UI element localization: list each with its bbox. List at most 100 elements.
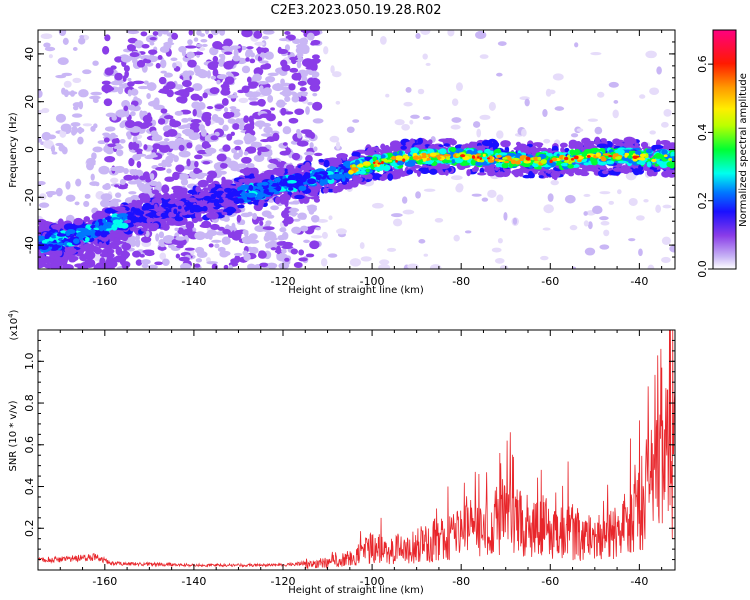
spectrogram-cell xyxy=(438,171,446,176)
spectrogram-cell xyxy=(139,195,151,204)
spectrogram-cell xyxy=(429,168,438,175)
spectrogram-cell xyxy=(285,164,295,171)
colorbar-tick-label: 0.6 xyxy=(696,55,709,73)
spectrogram-cell xyxy=(612,153,618,158)
spectrogram-cell xyxy=(628,197,638,206)
spectrogram-cell xyxy=(335,141,341,150)
spectrogram-cell xyxy=(160,212,170,219)
snr-frame xyxy=(37,329,676,571)
spectrogram-cell xyxy=(613,100,619,104)
colorbar-gradient xyxy=(712,29,737,270)
spectrogram-cell xyxy=(199,223,212,229)
spectrogram-cell xyxy=(143,144,148,151)
spectrogram-cell xyxy=(277,120,283,127)
spectrogram-cell xyxy=(100,261,113,269)
spectrogram-cell xyxy=(71,128,77,136)
spectrogram-cell xyxy=(195,246,205,254)
spectrogram-cell xyxy=(260,64,271,70)
spectrogram-cell xyxy=(246,163,255,169)
spectrogram-cell xyxy=(160,70,167,74)
spectrogram-cell xyxy=(143,80,149,85)
spectrogram-cell xyxy=(60,123,72,132)
spectrogram-cell xyxy=(77,136,84,145)
spectrogram-cell xyxy=(425,62,431,66)
spectrogram-cell xyxy=(542,227,551,231)
spectrogram-cell xyxy=(229,106,237,110)
spectrogram-cell xyxy=(310,235,323,239)
spectrogram-cell xyxy=(104,207,115,214)
spectrogram-cell xyxy=(129,126,142,133)
spectrogram-cell xyxy=(92,146,103,153)
spectrogram-cell xyxy=(587,221,593,230)
spectrogram-cell xyxy=(154,261,163,266)
spectrogram-cell xyxy=(645,148,653,154)
spectrogram-cell xyxy=(280,107,287,116)
spectrogram-cell xyxy=(124,119,136,128)
spectrogram-cell xyxy=(181,208,186,214)
spectrogram-cell xyxy=(387,173,394,181)
spectrogram-cell xyxy=(206,261,218,265)
spectrogram-cell xyxy=(554,106,565,111)
spectrogram-cell xyxy=(661,149,668,155)
spectrogram-cell xyxy=(102,223,108,231)
snr-x-tick-label: -160 xyxy=(92,575,117,588)
spectrogram-cell xyxy=(455,82,463,91)
spectrogram-cell xyxy=(335,100,341,105)
spectrogram-cell xyxy=(158,76,167,85)
spectrogram-cell xyxy=(482,153,486,157)
spectrogram-cell xyxy=(628,238,636,242)
spectrogram-cell xyxy=(288,207,300,213)
spectrogram-cell xyxy=(466,169,471,177)
spectrogram-cell xyxy=(595,152,602,157)
spectrogram-cell xyxy=(486,157,491,160)
spectrogram-cell xyxy=(574,140,583,149)
spectrogram-cell xyxy=(56,233,67,237)
spectrogram-cell xyxy=(639,94,646,99)
spectrogram-cell xyxy=(155,166,166,171)
spectrogram-cell xyxy=(203,195,212,201)
spectrogram-cell xyxy=(199,33,206,37)
spectrogram-cell xyxy=(321,231,328,239)
spectrogram-cell xyxy=(443,153,451,157)
spectrogram-cell xyxy=(372,202,384,209)
spectrogram-cell xyxy=(268,158,279,164)
spectrogram-cell xyxy=(282,142,288,146)
colorbar-tick-label: 0.0 xyxy=(696,260,709,278)
spectrogram-cell xyxy=(567,164,574,169)
spectrogram-cell xyxy=(365,168,370,173)
spectrogram-cell xyxy=(547,161,557,166)
spectrogram-cell xyxy=(217,198,224,204)
spectrogram-cell xyxy=(123,105,129,112)
spectrogram-cell xyxy=(242,250,248,256)
snr-panel: -160 -140 -120 -100 -80 -60 -40 0.20.40.60.81.… xyxy=(7,309,676,596)
spectrogram-cell xyxy=(651,158,657,163)
spectrogram-cell xyxy=(157,30,163,37)
spectrogram-cell xyxy=(263,234,270,242)
spectrogram-cell xyxy=(666,161,674,168)
spectrogram-cell xyxy=(63,80,72,88)
spectrogram-cell xyxy=(521,128,527,137)
spectrogram-cell xyxy=(496,130,504,139)
spectrogram-cell xyxy=(439,148,447,155)
spectrogram-cell xyxy=(584,247,596,256)
snr-x-axis-label: Height of straight line (km) xyxy=(288,585,424,596)
spectrogram-cell xyxy=(669,244,675,253)
spectrogram-y-tick-label: 40 xyxy=(23,47,36,61)
spectrogram-cell xyxy=(230,190,241,197)
spectrogram-cell xyxy=(563,156,569,161)
spectrogram-cell xyxy=(473,165,479,172)
spectrogram-cell xyxy=(127,77,132,82)
spectrogram-cell xyxy=(504,160,510,164)
spectrogram-cell xyxy=(83,229,94,236)
spectrogram-cell xyxy=(262,87,272,95)
spectrogram-cell xyxy=(451,98,459,106)
spectrogram-cell xyxy=(568,143,576,149)
spectrogram-cell xyxy=(259,262,269,268)
spectrogram-cell xyxy=(175,164,185,173)
spectrogram-cell xyxy=(145,230,150,238)
spectrogram-cell xyxy=(285,34,296,41)
spectrogram-cell xyxy=(399,171,406,177)
spectrogram-cell xyxy=(113,145,124,150)
spectrogram-cell xyxy=(83,216,91,222)
spectrogram-cell xyxy=(221,236,231,245)
